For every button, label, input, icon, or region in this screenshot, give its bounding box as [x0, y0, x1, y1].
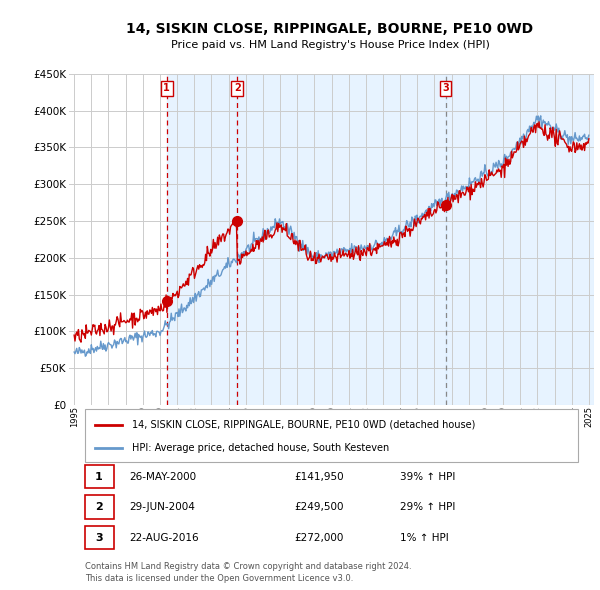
Text: 14, SISKIN CLOSE, RIPPINGALE, BOURNE, PE10 0WD: 14, SISKIN CLOSE, RIPPINGALE, BOURNE, PE… [127, 22, 533, 37]
Text: 1% ↑ HPI: 1% ↑ HPI [400, 533, 449, 543]
FancyBboxPatch shape [85, 409, 578, 463]
Text: 39% ↑ HPI: 39% ↑ HPI [400, 471, 455, 481]
Text: Contains HM Land Registry data © Crown copyright and database right 2024.: Contains HM Land Registry data © Crown c… [85, 562, 412, 571]
Text: £272,000: £272,000 [295, 533, 344, 543]
Text: 2: 2 [234, 83, 241, 93]
Text: HPI: Average price, detached house, South Kesteven: HPI: Average price, detached house, Sout… [132, 443, 389, 453]
Bar [237, 74, 446, 405]
Text: £249,500: £249,500 [295, 502, 344, 512]
Text: 3: 3 [95, 533, 103, 543]
Bar [446, 74, 594, 405]
Text: 1: 1 [163, 83, 170, 93]
Text: 2: 2 [95, 502, 103, 512]
Text: 14, SISKIN CLOSE, RIPPINGALE, BOURNE, PE10 0WD (detached house): 14, SISKIN CLOSE, RIPPINGALE, BOURNE, PE… [132, 419, 475, 430]
Text: 1: 1 [95, 471, 103, 481]
Text: 22-AUG-2016: 22-AUG-2016 [130, 533, 199, 543]
Text: Price paid vs. HM Land Registry's House Price Index (HPI): Price paid vs. HM Land Registry's House … [170, 40, 490, 50]
FancyBboxPatch shape [85, 465, 113, 489]
Text: 3: 3 [442, 83, 449, 93]
Text: 29% ↑ HPI: 29% ↑ HPI [400, 502, 455, 512]
FancyBboxPatch shape [85, 526, 113, 549]
Text: 29-JUN-2004: 29-JUN-2004 [130, 502, 195, 512]
Text: This data is licensed under the Open Government Licence v3.0.: This data is licensed under the Open Gov… [85, 574, 353, 584]
FancyBboxPatch shape [85, 496, 113, 519]
Bar [167, 74, 237, 405]
Text: £141,950: £141,950 [295, 471, 344, 481]
Text: 26-MAY-2000: 26-MAY-2000 [130, 471, 197, 481]
